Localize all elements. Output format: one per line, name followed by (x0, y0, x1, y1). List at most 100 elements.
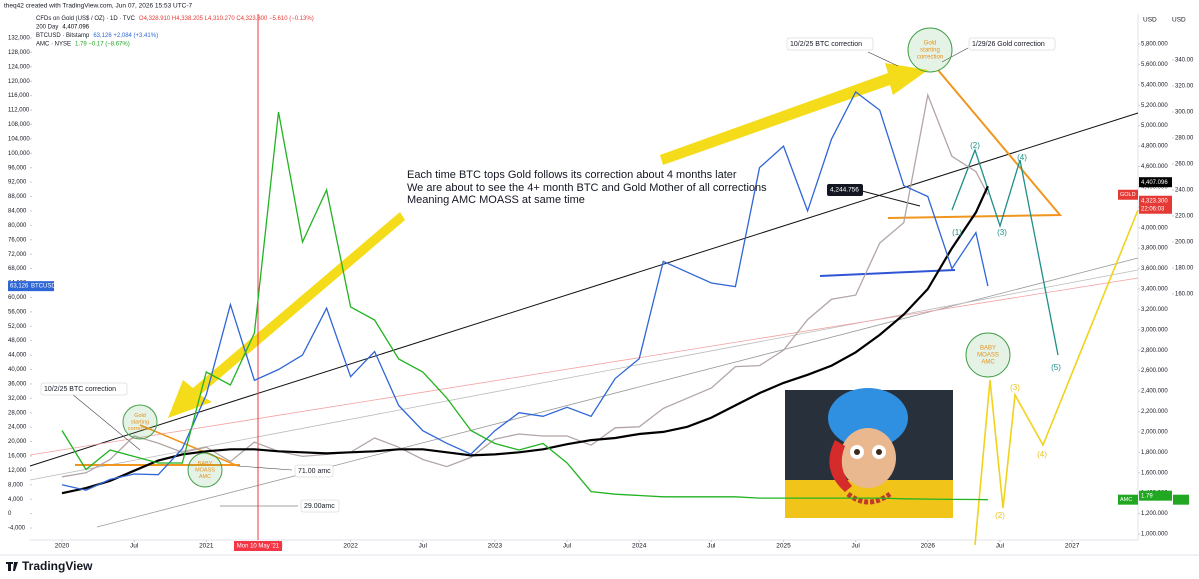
callout-bg (968, 37, 1056, 51)
legend-name: CFDs on Gold (US$ / OZ) · 1D · TVC (36, 16, 136, 22)
y-tick-label: 40,000 (8, 367, 27, 373)
annotation: 10/2/25 BTC correction (44, 386, 116, 393)
x-tick-label: Jul (130, 543, 139, 550)
price-tag: 63,126 (10, 284, 29, 290)
y-unit: USD (1143, 17, 1157, 24)
y-tick-label: 72,000 (8, 252, 27, 258)
callout-circle (122, 404, 158, 440)
y3-tick-label: 280.00 (1175, 136, 1194, 142)
arrow (168, 212, 405, 418)
callout-bg (294, 464, 334, 478)
footer-brand: TradingView (22, 559, 93, 573)
callout-circle (965, 332, 1011, 378)
y3-tick-label: 260.00 (1175, 162, 1194, 168)
legend-name: BTCUSD · Bitstamp (36, 33, 90, 39)
y2-tick-label: 2,600.000 (1141, 368, 1168, 374)
price-tag-bg (1139, 177, 1172, 188)
trend-line (29, 277, 1139, 456)
y-tick-label: 68,000 (8, 266, 27, 272)
y-tick-label: 16,000 (8, 454, 27, 460)
y-tick-label: 108,000 (8, 122, 30, 128)
phone (829, 440, 852, 492)
x-tick-label: 2024 (632, 543, 647, 550)
y2-tick-label: 4,400.000 (1141, 184, 1168, 190)
price-tag: 1.79 (1141, 493, 1153, 499)
price-tag: 4,323.300 (1141, 198, 1168, 204)
triangle (887, 69, 1063, 219)
legend-entry: CFDs on Gold (US$ / OZ) · 1D · TVC O4,328… (36, 16, 314, 22)
wave-label: (4) (1017, 153, 1027, 162)
x-tick-label: 2026 (921, 543, 936, 550)
pupil (876, 449, 882, 455)
y3-tick-label: 220.00 (1175, 214, 1194, 220)
circle-label: AMC (981, 360, 995, 366)
legend-stats: 4,407.096 (62, 24, 89, 30)
pupil (854, 449, 860, 455)
x-tick-label: Jul (851, 543, 860, 550)
annotation: 71.00 amc (298, 468, 331, 475)
y2-tick-label: 3,400.000 (1141, 287, 1168, 293)
y-tick-label: 92,000 (8, 180, 27, 186)
series-line (61, 111, 988, 501)
y2-unit: USD (1172, 17, 1186, 24)
callout-line (861, 190, 921, 207)
circle-label: Gold (924, 41, 937, 47)
projection-path (974, 209, 1139, 546)
y-tick-label: 76,000 (8, 237, 27, 243)
drawings (29, 47, 1139, 546)
y-tick-label: 100,000 (8, 151, 30, 157)
price-tag: 4,407.096 (1141, 180, 1168, 186)
y2-tick-label: 1,600.000 (1141, 470, 1168, 476)
price-tag-bg (1139, 195, 1172, 214)
y3-tick-label: 340.00 (1175, 58, 1194, 64)
wave-label: (2) (995, 511, 1005, 520)
y-tick-label: 116,000 (8, 93, 30, 99)
series-tag: GOLD (1120, 192, 1136, 198)
y-tick-label: -4,000 (8, 526, 26, 532)
x-tick-label: Jul (996, 543, 1005, 550)
y2-tick-label: 4,000.000 (1141, 225, 1168, 231)
price-tag-bg (1139, 490, 1172, 501)
y3-tick-label: 160.00 (1175, 292, 1194, 298)
legend-entry: BTCUSD · Bitstamp 63,126 +2,084 (+3.41%) (36, 33, 158, 39)
y-tick-label: 120,000 (8, 79, 30, 85)
series-tag: AMC (1120, 497, 1132, 503)
circle-label: starting (920, 48, 940, 54)
y2-tick-label: 4,600.000 (1141, 164, 1168, 170)
y-tick-label: 12,000 (8, 468, 27, 474)
annotation: Meaning AMC MOASS at same time (407, 194, 585, 206)
y-tick-label: 8,000 (8, 482, 24, 488)
crosshair-label-bg (234, 541, 282, 551)
series-tag-bg (1118, 494, 1138, 505)
y2-tick-label: 1,200.000 (1141, 511, 1168, 517)
price-tag-name: BTCUSD (31, 284, 56, 290)
y2-tick-label: 2,800.000 (1141, 348, 1168, 354)
callout-circle (907, 27, 953, 73)
illustration (785, 388, 953, 518)
legend-stats: 1.79 −0.17 (−8.67%) (75, 41, 130, 47)
circle-label: correction (128, 426, 152, 432)
callout-line (867, 51, 899, 67)
y3-tick-label: 240.00 (1175, 188, 1194, 194)
credit: theq42 created with TradingView.com, Jun… (4, 3, 193, 10)
wave-label: (5) (1051, 363, 1061, 372)
wave-label: (3) (1010, 383, 1020, 392)
y-tick-label: 80,000 (8, 223, 27, 229)
y-tick-label: 4,000 (8, 497, 24, 503)
callout-bg (40, 382, 128, 396)
y-tick-label: 132,000 (8, 36, 30, 42)
y-tick-label: 60,000 (8, 295, 27, 301)
x-tick-label: 2025 (776, 543, 791, 550)
y-tick-label: 24,000 (8, 425, 27, 431)
wave-label: (1) (952, 228, 962, 237)
circle-label: AMC (199, 474, 211, 480)
trend-line (29, 269, 1139, 481)
annotation: 10/2/25 BTC correction (790, 41, 862, 48)
callout-circle (187, 452, 223, 488)
y2-tick-label: 5,000.000 (1141, 123, 1168, 129)
callout-line (941, 47, 969, 63)
circle-label: Gold (134, 413, 146, 419)
legend-name: AMC · NYSE (36, 41, 71, 47)
x-tick-label: 2023 (488, 543, 503, 550)
